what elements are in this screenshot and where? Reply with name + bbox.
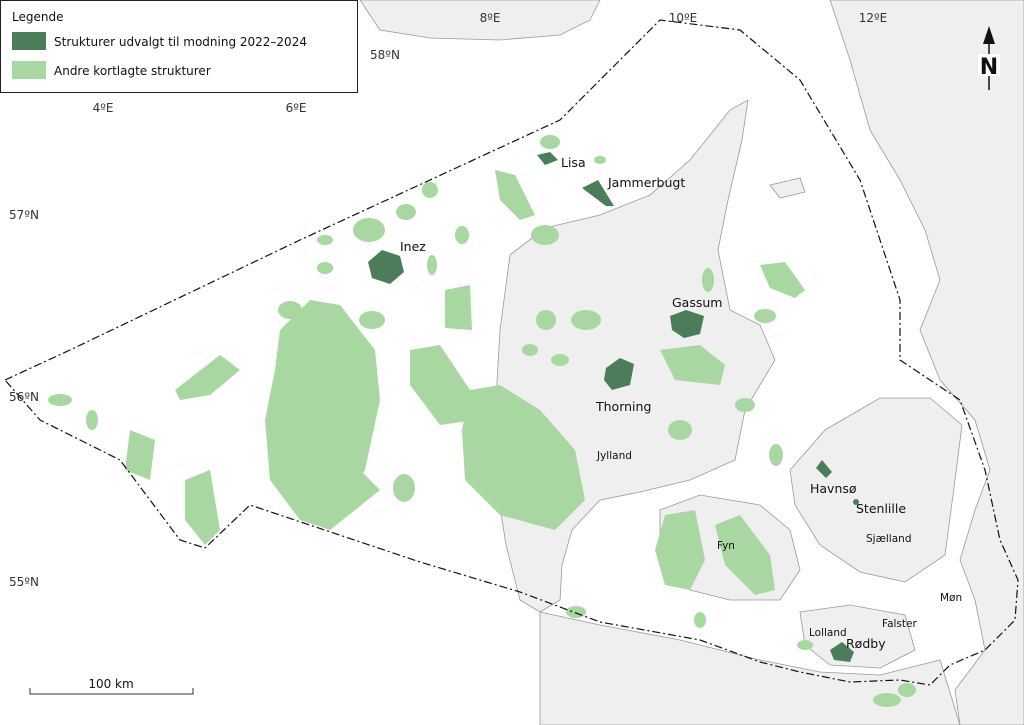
mapped-structure	[536, 310, 556, 330]
mapped-structure	[175, 355, 240, 400]
selected-structure	[604, 358, 634, 390]
mapped-structure	[540, 135, 560, 149]
longitude-label: 12ºE	[859, 11, 888, 25]
legend: Legende Strukturer udvalgt til modning 2…	[0, 0, 358, 93]
mapped-structure	[495, 170, 535, 220]
mapped-structure	[317, 262, 333, 274]
structure-label: Thorning	[595, 399, 651, 414]
structure-label: Gassum	[672, 295, 722, 310]
mapped-structure	[660, 345, 725, 385]
region-label: Lolland	[809, 627, 847, 639]
mapped-structure	[353, 218, 385, 242]
mapped-structure	[769, 444, 783, 466]
mapped-structure	[410, 345, 475, 425]
scale-bar: 100 km	[29, 677, 194, 695]
selected-structure	[816, 460, 832, 478]
mapped-structure	[873, 693, 901, 707]
mapped-structure	[422, 182, 438, 198]
legend-swatch	[12, 32, 46, 50]
mapped-structure	[694, 612, 706, 628]
structure-label: Lisa	[561, 155, 586, 170]
mapped-structure	[522, 344, 538, 356]
latitude-label: 58ºN	[370, 48, 400, 62]
mapped-structure	[300, 470, 380, 530]
scale-label: 100 km	[88, 677, 133, 691]
mapped-structure	[317, 235, 333, 245]
mapped-structure	[278, 301, 302, 319]
mapped-structure	[797, 640, 813, 650]
legend-box	[0, 0, 358, 93]
mapped-structure	[48, 394, 72, 406]
mapped-structure	[445, 285, 472, 330]
longitude-label: 6ºE	[286, 101, 307, 115]
structure-label: Havnsø	[810, 481, 857, 496]
boundary	[4, 19, 1019, 686]
mapped-structure	[86, 410, 98, 430]
selected-structure	[368, 250, 404, 284]
region-label: Jylland	[596, 450, 632, 462]
longitude-label: 4ºE	[93, 101, 114, 115]
latitude-label: 55ºN	[9, 575, 39, 589]
selected-structure	[853, 499, 859, 505]
legend-swatch	[12, 61, 46, 79]
region-label: Fyn	[717, 540, 735, 552]
mapped-structure	[462, 385, 585, 530]
mapped-structure	[396, 204, 416, 220]
north-arrow: N	[978, 26, 1000, 90]
mapped-structure	[551, 354, 569, 366]
selected-structure	[830, 642, 854, 662]
region-label: Sjælland	[866, 533, 911, 545]
legend-title: Legende	[12, 10, 63, 24]
latitude-label: 56ºN	[9, 390, 39, 404]
mapped-structure	[754, 309, 776, 323]
mapped-structure	[668, 420, 692, 440]
mapped-structure	[715, 515, 775, 595]
selected-structures	[368, 152, 859, 662]
mapped-structure	[735, 398, 755, 412]
mapped-structure	[359, 311, 385, 329]
mapped-structure	[760, 262, 805, 298]
mapped-structure	[393, 474, 415, 502]
selected-structure	[582, 180, 614, 206]
longitude-label: 10ºE	[669, 11, 698, 25]
selected-structure	[670, 310, 704, 338]
structure-label: Jammerbugt	[607, 175, 685, 190]
mapped-structure	[898, 683, 916, 697]
latitude-label: 57ºN	[9, 208, 39, 222]
legend-label: Strukturer udvalgt til modning 2022–2024	[54, 35, 307, 49]
other-structures	[48, 135, 916, 707]
mapped-structure	[125, 430, 155, 480]
north-label: N	[980, 55, 998, 80]
legend-label: Andre kortlagte strukturer	[54, 64, 211, 78]
mapped-structure	[594, 156, 606, 164]
mapped-structure	[531, 225, 559, 245]
mapped-structure	[571, 310, 601, 330]
structure-label: Stenlille	[856, 501, 906, 516]
scale-line	[29, 688, 194, 695]
mapped-structure	[455, 226, 469, 244]
selected-structure	[537, 152, 558, 165]
land	[359, 0, 1024, 725]
mapped-structure	[265, 300, 380, 520]
structure-label: Inez	[400, 239, 426, 254]
mapped-structure	[427, 255, 437, 275]
region-label: Møn	[940, 592, 962, 604]
mapped-structure	[702, 268, 714, 292]
mapped-structure	[185, 470, 220, 545]
mapped-structure	[566, 606, 586, 618]
region-label: Falster	[882, 618, 917, 630]
mapped-structure	[655, 510, 705, 590]
longitude-label: 8ºE	[480, 11, 501, 25]
structure-label: Rødby	[846, 636, 886, 651]
